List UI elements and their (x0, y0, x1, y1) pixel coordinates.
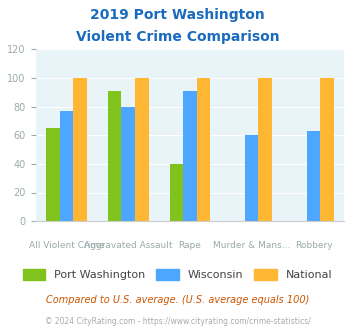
Bar (121, 107, 135, 221)
Text: Aggravated Assault: Aggravated Assault (84, 241, 173, 249)
Bar (245, 135, 258, 221)
Text: © 2024 CityRating.com - https://www.cityrating.com/crime-statistics/: © 2024 CityRating.com - https://www.city… (45, 317, 310, 326)
Bar (60, 111, 73, 221)
Text: All Violent Crime: All Violent Crime (28, 241, 104, 249)
Bar (135, 78, 148, 221)
Text: Rape: Rape (179, 241, 201, 249)
Legend: Port Washington, Wisconsin, National: Port Washington, Wisconsin, National (18, 265, 337, 285)
Text: Violent Crime Comparison: Violent Crime Comparison (76, 30, 279, 44)
Bar (73, 78, 87, 221)
Text: Compared to U.S. average. (U.S. average equals 100): Compared to U.S. average. (U.S. average … (46, 295, 309, 305)
Bar (170, 164, 183, 221)
Text: 2019 Port Washington: 2019 Port Washington (90, 8, 265, 22)
Bar (258, 78, 272, 221)
Bar (197, 78, 210, 221)
Text: Robbery: Robbery (295, 241, 332, 249)
Bar (108, 91, 121, 221)
Text: Murder & Mans...: Murder & Mans... (213, 241, 290, 249)
Bar (183, 91, 197, 221)
Bar (46, 128, 60, 221)
Bar (320, 78, 334, 221)
Bar (307, 131, 320, 221)
